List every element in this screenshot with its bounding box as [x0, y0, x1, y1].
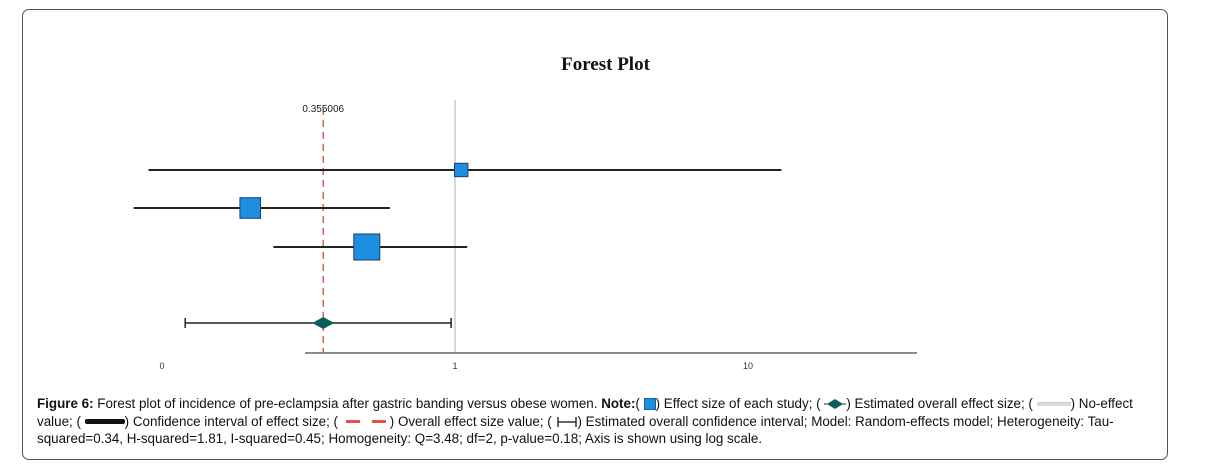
- caption-part-4: ) Confidence interval of effect size; (: [124, 413, 339, 429]
- caption-part-6: ) Estimated overall confidence interval;…: [37, 413, 1114, 447]
- caption-paren: (: [635, 396, 640, 411]
- note-label: Note:: [601, 396, 636, 411]
- overall-ci-bracket-icon: [556, 416, 577, 427]
- caption-part-2: ) Estimated overall effect size; (: [846, 396, 1033, 411]
- caption-lead: Forest plot of incidence of pre-eclampsi…: [97, 396, 598, 411]
- caption-part-3: ) No-effect value; (: [37, 396, 1133, 429]
- overall-diamond: [312, 317, 335, 329]
- no-effect-line-icon: [1036, 402, 1071, 407]
- x-tick-label: 1: [452, 361, 457, 371]
- figure-caption: Figure 6: Forest plot of incidence of pr…: [37, 395, 1162, 448]
- figure-label: Figure 6:: [37, 396, 94, 411]
- x-tick-label: 10: [743, 361, 753, 371]
- confidence-interval-line-icon: [84, 419, 125, 425]
- caption-part-5: ) Overall effect size value; (: [389, 413, 552, 429]
- chart-title: Forest Plot: [561, 54, 650, 75]
- study-effect-box: [454, 162, 469, 178]
- x-tick-label: 0: [159, 361, 164, 371]
- caption-part-1: ) Effect size of each study; (: [655, 396, 821, 411]
- effect-size-square-icon: [643, 398, 656, 411]
- overall-effect-label: 0.355006: [302, 104, 344, 115]
- overall-effect-dashed-icon: [345, 420, 386, 424]
- overall-diamond-icon: [824, 399, 847, 410]
- study-effect-box: [239, 197, 262, 219]
- figure-frame: [22, 9, 1168, 460]
- study-effect-box: [353, 233, 381, 261]
